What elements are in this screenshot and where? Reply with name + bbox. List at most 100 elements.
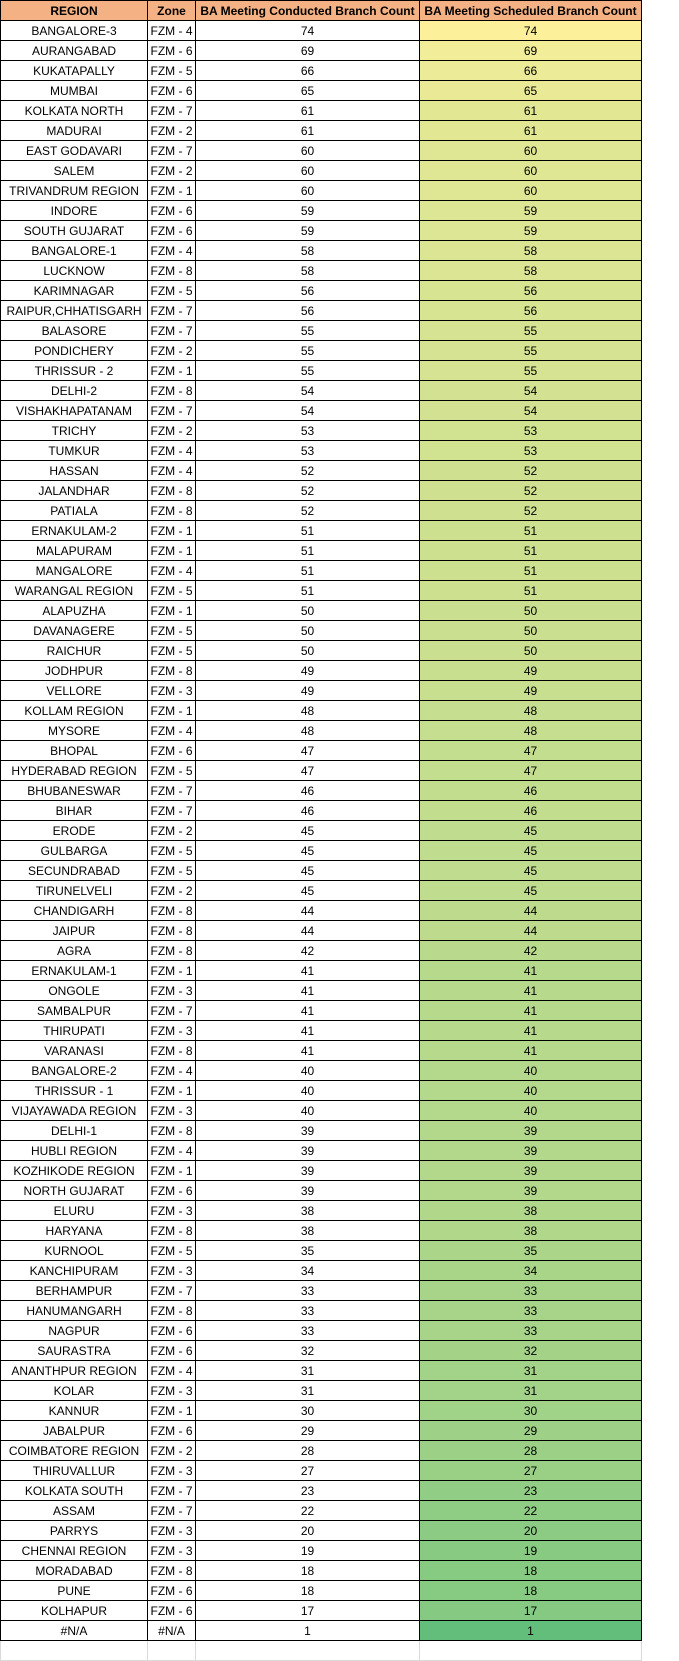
region-cell[interactable]: PUNE <box>0 1580 148 1601</box>
conducted-cell[interactable]: 59 <box>195 220 420 241</box>
zone-cell[interactable]: FZM - 6 <box>147 200 196 221</box>
zone-cell[interactable]: FZM - 4 <box>147 1360 196 1381</box>
conducted-cell[interactable]: 44 <box>195 920 420 941</box>
region-cell[interactable]: SALEM <box>0 160 148 181</box>
zone-cell[interactable]: FZM - 7 <box>147 400 196 421</box>
scheduled-cell[interactable]: 51 <box>419 520 642 541</box>
zone-cell[interactable]: FZM - 7 <box>147 1000 196 1021</box>
conducted-cell[interactable]: 59 <box>195 200 420 221</box>
scheduled-cell[interactable]: 54 <box>419 380 642 401</box>
region-cell[interactable]: KOLHAPUR <box>0 1600 148 1621</box>
scheduled-cell[interactable]: 45 <box>419 820 642 841</box>
zone-cell[interactable]: FZM - 1 <box>147 700 196 721</box>
conducted-cell[interactable]: 39 <box>195 1140 420 1161</box>
zone-cell[interactable]: FZM - 2 <box>147 880 196 901</box>
scheduled-cell[interactable]: 35 <box>419 1240 642 1261</box>
zone-cell[interactable]: FZM - 2 <box>147 820 196 841</box>
empty-cell[interactable] <box>195 1640 420 1661</box>
conducted-cell[interactable]: 52 <box>195 500 420 521</box>
region-cell[interactable]: DELHI-2 <box>0 380 148 401</box>
scheduled-cell[interactable]: 34 <box>419 1260 642 1281</box>
region-cell[interactable]: BHOPAL <box>0 740 148 761</box>
region-cell[interactable]: THIRUVALLUR <box>0 1460 148 1481</box>
region-cell[interactable]: BHUBANESWAR <box>0 780 148 801</box>
scheduled-cell[interactable]: 47 <box>419 740 642 761</box>
conducted-cell[interactable]: 52 <box>195 460 420 481</box>
conducted-cell[interactable]: 41 <box>195 1000 420 1021</box>
conducted-cell[interactable]: 44 <box>195 900 420 921</box>
scheduled-cell[interactable]: 53 <box>419 440 642 461</box>
zone-cell[interactable]: FZM - 3 <box>147 1520 196 1541</box>
zone-cell[interactable]: FZM - 5 <box>147 60 196 81</box>
zone-cell[interactable]: FZM - 8 <box>147 380 196 401</box>
zone-cell[interactable]: FZM - 3 <box>147 680 196 701</box>
region-cell[interactable]: TRICHY <box>0 420 148 441</box>
conducted-cell[interactable]: 47 <box>195 740 420 761</box>
region-cell[interactable]: JAIPUR <box>0 920 148 941</box>
zone-cell[interactable]: FZM - 4 <box>147 720 196 741</box>
zone-cell[interactable]: FZM - 5 <box>147 760 196 781</box>
conducted-cell[interactable]: 31 <box>195 1360 420 1381</box>
region-cell[interactable]: SOUTH GUJARAT <box>0 220 148 241</box>
header-scheduled[interactable]: BA Meeting Scheduled Branch Count <box>419 0 642 21</box>
conducted-cell[interactable]: 55 <box>195 340 420 361</box>
scheduled-cell[interactable]: 60 <box>419 160 642 181</box>
scheduled-cell[interactable]: 39 <box>419 1120 642 1141</box>
zone-cell[interactable]: FZM - 7 <box>147 780 196 801</box>
region-cell[interactable]: KOLKATA SOUTH <box>0 1480 148 1501</box>
scheduled-cell[interactable]: 1 <box>419 1620 642 1641</box>
zone-cell[interactable]: FZM - 5 <box>147 860 196 881</box>
zone-cell[interactable]: FZM - 6 <box>147 1420 196 1441</box>
conducted-cell[interactable]: 53 <box>195 440 420 461</box>
region-cell[interactable]: AGRA <box>0 940 148 961</box>
region-cell[interactable]: KOLKATA NORTH <box>0 100 148 121</box>
zone-cell[interactable]: FZM - 6 <box>147 1180 196 1201</box>
scheduled-cell[interactable]: 19 <box>419 1540 642 1561</box>
zone-cell[interactable]: FZM - 6 <box>147 1580 196 1601</box>
zone-cell[interactable]: FZM - 4 <box>147 440 196 461</box>
zone-cell[interactable]: FZM - 3 <box>147 1380 196 1401</box>
conducted-cell[interactable]: 60 <box>195 160 420 181</box>
zone-cell[interactable]: FZM - 8 <box>147 660 196 681</box>
region-cell[interactable]: HANUMANGARH <box>0 1300 148 1321</box>
conducted-cell[interactable]: 39 <box>195 1180 420 1201</box>
zone-cell[interactable]: FZM - 8 <box>147 940 196 961</box>
conducted-cell[interactable]: 55 <box>195 320 420 341</box>
region-cell[interactable]: KANCHIPURAM <box>0 1260 148 1281</box>
region-cell[interactable]: BERHAMPUR <box>0 1280 148 1301</box>
region-cell[interactable]: RAIPUR,CHHATISGARH <box>0 300 148 321</box>
region-cell[interactable]: AURANGABAD <box>0 40 148 61</box>
region-cell[interactable]: THRISSUR - 1 <box>0 1080 148 1101</box>
conducted-cell[interactable]: 51 <box>195 540 420 561</box>
zone-cell[interactable]: FZM - 5 <box>147 1240 196 1261</box>
conducted-cell[interactable]: 66 <box>195 60 420 81</box>
scheduled-cell[interactable]: 56 <box>419 300 642 321</box>
zone-cell[interactable]: FZM - 5 <box>147 580 196 601</box>
conducted-cell[interactable]: 55 <box>195 360 420 381</box>
empty-cell[interactable] <box>147 1640 196 1661</box>
zone-cell[interactable]: FZM - 3 <box>147 1460 196 1481</box>
scheduled-cell[interactable]: 52 <box>419 480 642 501</box>
scheduled-cell[interactable]: 41 <box>419 1020 642 1041</box>
region-cell[interactable]: ALAPUZHA <box>0 600 148 621</box>
zone-cell[interactable]: FZM - 2 <box>147 340 196 361</box>
conducted-cell[interactable]: 50 <box>195 640 420 661</box>
scheduled-cell[interactable]: 52 <box>419 500 642 521</box>
zone-cell[interactable]: FZM - 7 <box>147 1280 196 1301</box>
zone-cell[interactable]: FZM - 6 <box>147 1340 196 1361</box>
conducted-cell[interactable]: 20 <box>195 1520 420 1541</box>
region-cell[interactable]: SAMBALPUR <box>0 1000 148 1021</box>
conducted-cell[interactable]: 40 <box>195 1060 420 1081</box>
header-conducted[interactable]: BA Meeting Conducted Branch Count <box>195 0 420 21</box>
conducted-cell[interactable]: 35 <box>195 1240 420 1261</box>
zone-cell[interactable]: FZM - 7 <box>147 1480 196 1501</box>
region-cell[interactable]: HARYANA <box>0 1220 148 1241</box>
region-cell[interactable]: CHENNAI REGION <box>0 1540 148 1561</box>
conducted-cell[interactable]: 54 <box>195 380 420 401</box>
zone-cell[interactable]: FZM - 7 <box>147 140 196 161</box>
region-cell[interactable]: SECUNDRABAD <box>0 860 148 881</box>
scheduled-cell[interactable]: 53 <box>419 420 642 441</box>
scheduled-cell[interactable]: 50 <box>419 640 642 661</box>
scheduled-cell[interactable]: 38 <box>419 1220 642 1241</box>
scheduled-cell[interactable]: 42 <box>419 940 642 961</box>
